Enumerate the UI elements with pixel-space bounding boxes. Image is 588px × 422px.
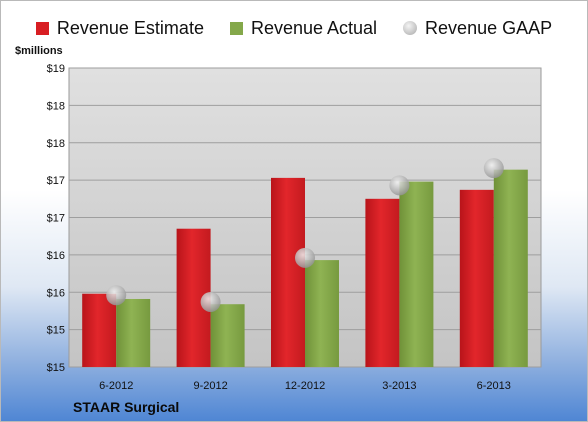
bar-revenue-actual (493, 169, 528, 367)
legend-item-estimate: Revenue Estimate (35, 17, 204, 39)
bar-revenue-estimate (365, 198, 400, 367)
x-tick-label: 12-2012 (285, 380, 325, 392)
y-tick-label: $15 (47, 325, 65, 337)
legend-swatch-estimate (35, 21, 49, 35)
marker-revenue-gaap (389, 175, 410, 196)
company-name: STAAR Surgical (73, 399, 180, 415)
marker-revenue-gaap (106, 285, 127, 306)
legend-swatch-actual (229, 21, 243, 35)
chart-legend: Revenue Estimate Revenue Actual Revenue … (1, 15, 587, 41)
bar-revenue-actual (210, 304, 245, 367)
x-tick-label: 6-2013 (477, 380, 511, 392)
legend-item-actual: Revenue Actual (229, 17, 378, 39)
y-tick-label: $17 (47, 175, 65, 187)
legend-label-gaap: Revenue GAAP (425, 17, 553, 38)
gaap-markers (106, 158, 504, 312)
y-tick-label: $17 (47, 213, 65, 225)
marker-revenue-gaap (295, 247, 315, 268)
y-tick-label: $15 (47, 362, 65, 374)
y-tick-label: $16 (47, 287, 65, 299)
legend-label-estimate: Revenue Estimate (56, 17, 204, 38)
bar-revenue-actual (399, 181, 434, 367)
bar-revenue-estimate (82, 293, 117, 367)
legend-item-gaap: Revenue GAAP (403, 18, 552, 39)
bar-revenue-actual (116, 298, 151, 367)
y-tick-label: $16 (47, 250, 65, 262)
y-axis-unit-label: $millions (15, 45, 63, 57)
legend-label-actual: Revenue Actual (250, 17, 378, 38)
legend-swatch-gaap (403, 21, 418, 35)
x-tick-label: 9-2012 (193, 380, 227, 392)
marker-revenue-gaap (200, 291, 221, 312)
bar-revenue-estimate (271, 177, 305, 367)
marker-revenue-gaap (483, 158, 504, 179)
bars (82, 169, 528, 367)
y-tick-label: $18 (47, 138, 65, 150)
x-axis-ticks: 6-2012 9-2012 12-2012 3-2013 6-2013 (99, 380, 511, 392)
bar-revenue-estimate (459, 189, 494, 367)
y-tick-label: $18 (47, 100, 65, 112)
x-tick-label: 3-2013 (382, 380, 416, 392)
bar-revenue-actual (305, 260, 339, 367)
y-axis-ticks: $15 $15 $16 $16 $17 $17 $18 $18 $19 (47, 63, 65, 374)
y-tick-label: $19 (47, 63, 65, 75)
x-tick-label: 6-2012 (99, 380, 133, 392)
